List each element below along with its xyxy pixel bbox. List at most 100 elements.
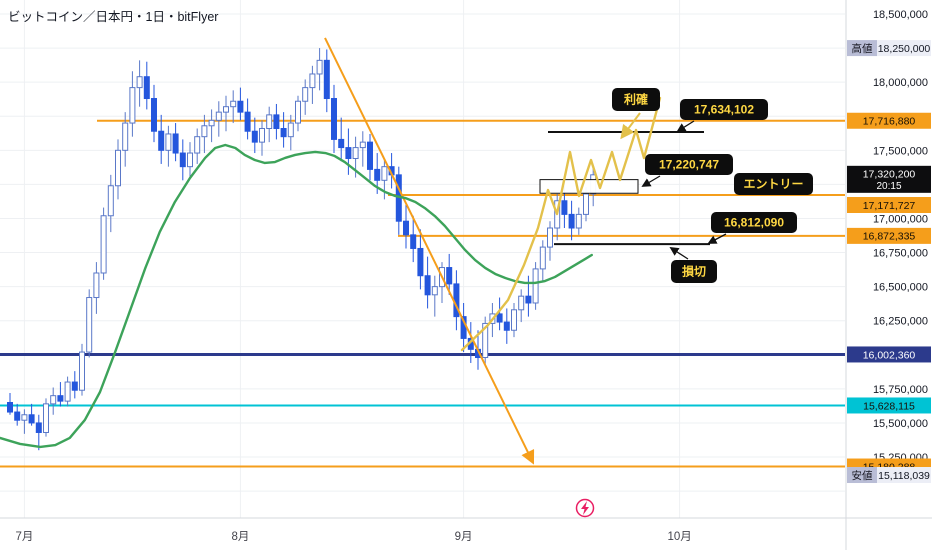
candle-body: [208, 119, 215, 127]
candle-body: [431, 286, 438, 296]
candle-body: [287, 122, 294, 138]
candle-body: [374, 168, 381, 181]
candle-body: [367, 141, 373, 170]
candle-body: [331, 98, 337, 140]
candle-body: [151, 98, 157, 132]
take-profit-price-pill[interactable]: [680, 99, 768, 120]
candle-body: [86, 297, 93, 353]
svg-text:15,628,115: 15,628,115: [863, 400, 915, 412]
candle-body: [273, 114, 280, 130]
y-axis-label: 15,500,000: [873, 418, 928, 430]
candle-body: [21, 414, 28, 421]
entry-zone-box[interactable]: [539, 179, 639, 194]
candle-body: [201, 125, 208, 138]
x-axis-month-label: 9月: [455, 531, 473, 543]
svg-text:17,716,880: 17,716,880: [863, 116, 916, 128]
stop-loss-label-pill[interactable]: [671, 260, 717, 283]
stop-loss-label-arrow: [669, 247, 689, 260]
candle-body: [561, 200, 568, 215]
entry-label-pill[interactable]: [734, 173, 813, 195]
candle-body: [352, 147, 359, 159]
candle-body: [35, 422, 42, 433]
y-axis-label: 17,000,000: [873, 213, 928, 225]
candle-body: [223, 106, 229, 113]
svg-text:安値: 安値: [852, 469, 873, 482]
candle-body: [518, 295, 525, 311]
entry-price-text: 17,220,747: [659, 158, 719, 172]
range-tag-安値: [847, 467, 877, 484]
take-profit-label-pill[interactable]: [612, 88, 660, 111]
y-axis-label: 16,250,000: [873, 316, 928, 328]
candle-body: [539, 246, 546, 270]
entry-price-pill[interactable]: [645, 154, 733, 175]
candle-body: [122, 122, 129, 151]
entry-price-arrow: [641, 175, 661, 187]
candle-body: [496, 313, 503, 323]
candle-body: [50, 395, 57, 405]
candle-body: [237, 100, 244, 113]
candle-body: [424, 275, 431, 296]
price-tag: [847, 346, 931, 363]
x-axis-month-label: 7月: [15, 531, 33, 543]
candle-body: [28, 414, 35, 424]
candle-body: [230, 100, 237, 108]
right-price-axis[interactable]: 18,500,000 18,000,000 17,500,000 17,000,000…: [847, 9, 931, 484]
candle-body: [482, 322, 489, 359]
candle-body: [295, 100, 301, 124]
projected-path-line[interactable]: [460, 96, 662, 352]
candle-body: [532, 268, 539, 304]
take-profit-price-arrow: [676, 120, 695, 132]
candle-body: [165, 133, 172, 151]
x-axis-month-label: 8月: [231, 531, 249, 543]
y-axis-label: 16,500,000: [873, 282, 928, 294]
candle-body: [323, 59, 330, 100]
take-profit-price-text: 17,634,102: [694, 103, 754, 117]
last-price-tag: [847, 165, 931, 193]
candle-body: [359, 141, 366, 149]
svg-text:17,320,200: 17,320,200: [863, 168, 916, 180]
svg-text:高値: 高値: [852, 42, 873, 55]
horizontal-price-lines[interactable]: [0, 119, 845, 468]
candle-body: [403, 220, 409, 236]
candle-body: [316, 59, 323, 75]
symbol-title: ビットコイン／日本円・1日・bitFlyer: [8, 10, 219, 24]
candle-body: [100, 215, 107, 274]
candle-body: [244, 111, 251, 132]
take-profit-label-arrow: [620, 112, 641, 140]
candle-body: [43, 403, 49, 433]
candle-body: [583, 193, 589, 215]
candle-body: [511, 309, 517, 331]
svg-text:18,250,000: 18,250,000: [878, 43, 931, 55]
candle-body: [115, 149, 121, 187]
svg-text:17,171,727: 17,171,727: [863, 200, 916, 212]
price-tag: [847, 197, 931, 213]
svg-text:16,872,335: 16,872,335: [863, 231, 916, 243]
candle-body: [381, 166, 388, 181]
y-axis-label: 17,500,000: [873, 145, 928, 157]
svg-text:16,002,360: 16,002,360: [863, 349, 916, 361]
candle-body: [172, 133, 179, 154]
x-axis-month-label: 10月: [667, 531, 691, 543]
stop-loss-price-pill[interactable]: [711, 212, 797, 233]
candle-body: [7, 401, 13, 413]
y-axis-label: 18,000,000: [873, 77, 928, 89]
y-axis-label: 18,500,000: [873, 9, 928, 21]
candle-body: [280, 128, 287, 138]
annotations: 利確 17,634,102 17,220,747 エントリー 16,812,090 損切: [612, 88, 813, 283]
down-trendline-arrow[interactable]: [324, 37, 535, 465]
candle-body: [57, 395, 64, 402]
candle-body: [259, 128, 265, 143]
candle-body: [143, 76, 150, 100]
bottom-time-axis[interactable]: 7月 8月 9月 10月: [15, 531, 691, 543]
candle-body: [71, 381, 78, 391]
candle-body: [187, 152, 193, 168]
candle-body: [568, 213, 575, 229]
candle-body: [14, 411, 21, 421]
range-tag-高値: [847, 40, 877, 57]
candle-body: [575, 213, 582, 229]
candle-body: [547, 227, 553, 248]
moving-average-line[interactable]: [0, 143, 593, 449]
entry-label-text: エントリー: [743, 177, 803, 191]
candle-body: [129, 87, 136, 124]
